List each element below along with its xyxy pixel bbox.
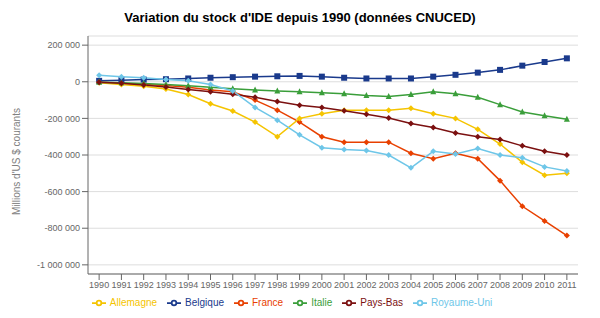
svg-text:2010: 2010 (535, 280, 555, 290)
html-text:Royaume-Uni: Royaume-Uni (431, 296, 493, 308)
svg-text:2005: 2005 (423, 280, 443, 290)
svg-text:1997: 1997 (245, 280, 265, 290)
html-text:Belgique: Belgique (185, 296, 224, 308)
svg-text:-600 000: -600 000 (44, 187, 80, 197)
svg-text:1999: 1999 (290, 280, 310, 290)
html-text:Variation du stock d'IDE depui: Variation du stock d'IDE depuis 1990 (do… (124, 10, 476, 25)
svg-text:Millions d'US $ courants: Millions d'US $ courants (11, 108, 22, 215)
svg-text:1993: 1993 (156, 280, 176, 290)
svg-text:200 000: 200 000 (47, 40, 80, 50)
svg-text:2002: 2002 (356, 280, 376, 290)
svg-text:1990: 1990 (89, 280, 109, 290)
svg-text:2001: 2001 (334, 280, 354, 290)
svg-text:2008: 2008 (490, 280, 510, 290)
svg-text:2011: 2011 (557, 280, 576, 290)
svg-text:1996: 1996 (223, 280, 243, 290)
svg-text:2004: 2004 (401, 280, 421, 290)
svg-text:2006: 2006 (445, 280, 465, 290)
svg-text:1994: 1994 (178, 280, 198, 290)
svg-text:-1 000 000: -1 000 000 (37, 260, 80, 270)
svg-text:2007: 2007 (468, 280, 488, 290)
svg-text:-200 000: -200 000 (44, 114, 80, 124)
svg-text:1998: 1998 (267, 280, 287, 290)
html-text:France: France (252, 296, 284, 308)
svg-text:1992: 1992 (134, 280, 154, 290)
svg-text:0: 0 (75, 77, 80, 87)
svg-text:1995: 1995 (200, 280, 220, 290)
html-text:Italie: Italie (311, 296, 333, 308)
html-text:Allemagne: Allemagne (109, 296, 158, 308)
svg-text:2009: 2009 (512, 280, 532, 290)
svg-text:-400 000: -400 000 (44, 150, 80, 160)
svg-text:-800 000: -800 000 (44, 223, 80, 233)
svg-text:2003: 2003 (379, 280, 399, 290)
svg-text:1991: 1991 (111, 280, 131, 290)
svg-text:2000: 2000 (312, 280, 332, 290)
html-text:Pays-Bas: Pays-Bas (360, 296, 403, 308)
